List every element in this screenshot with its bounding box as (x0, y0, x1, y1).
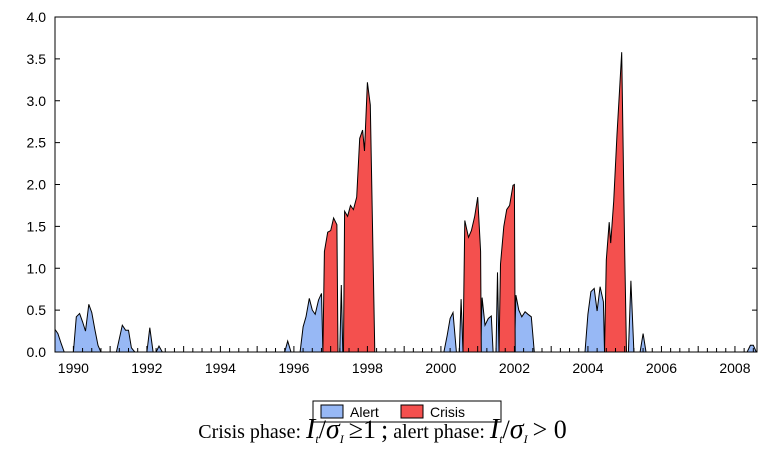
alert-area-5 (284, 341, 291, 352)
alert-outline-4 (155, 345, 163, 353)
caption-crisis-relation: ≥1 (348, 415, 377, 444)
y-tick-label: 3.5 (27, 51, 47, 67)
y-tick-label: 1.0 (27, 260, 47, 276)
crisis-outline-3 (498, 183, 516, 353)
alert-outline-7 (339, 284, 344, 353)
crisis-outline-1 (343, 82, 376, 353)
x-tick-label: 1996 (278, 360, 309, 376)
x-tick-label: 1998 (352, 360, 383, 376)
alert-outline-16 (746, 344, 757, 353)
x-tick-label: 1992 (131, 360, 162, 376)
caption-crisis-sigma: σ (325, 414, 340, 445)
x-tick-label: 1994 (205, 360, 236, 376)
caption-alert-relation: > 0 (532, 415, 567, 444)
alert-outline-1 (72, 304, 102, 353)
y-tick-label: 2.5 (27, 135, 47, 151)
alert-area-8 (443, 312, 457, 352)
legend: Alert Crisis (312, 400, 502, 423)
x-tick-label: 2002 (499, 360, 530, 376)
alert-outline-8 (443, 310, 457, 353)
y-axis: 0.0 0.5 1.0 1.5 2.0 2.5 3.0 3.5 4.0 (27, 9, 757, 360)
plot-area (54, 52, 757, 353)
crisis-area-3 (499, 184, 516, 352)
crisis-outline-0 (322, 216, 339, 353)
legend-swatch-alert (320, 404, 344, 419)
alert-outline-3 (146, 327, 154, 353)
caption-crisis-prefix: Crisis phase: (198, 421, 302, 443)
y-tick-label: 0.0 (27, 344, 47, 360)
legend-swatch-crisis (400, 404, 424, 419)
alert-area-4 (156, 346, 163, 352)
plot-frame (54, 16, 758, 353)
alert-outline-11 (495, 272, 500, 353)
crisis-outline-4 (604, 52, 627, 353)
y-tick-label: 3.0 (27, 93, 47, 109)
alert-area-3 (146, 327, 154, 352)
alert-outline-2 (115, 323, 136, 353)
caption-crisis-i: I (306, 414, 316, 445)
caption-separator: ; (381, 415, 389, 444)
x-tick-label: 2006 (646, 360, 677, 376)
legend-label-alert: Alert (350, 404, 379, 420)
x-axis: 1990 1992 1994 1996 1998 2000 2002 2004 2006 2008 (58, 346, 754, 376)
y-tick-label: 1.5 (27, 218, 47, 234)
crisis-area-0 (322, 218, 338, 352)
crisis-area-2 (463, 197, 482, 352)
caption-alert-t: t (499, 432, 503, 446)
caption-alert-sigma: σ (509, 414, 524, 445)
alert-outline-15 (639, 333, 647, 353)
crisis-area-1 (343, 82, 375, 353)
crisis-area-4 (604, 52, 627, 352)
caption-crisis-sub: I (339, 432, 344, 446)
alert-area-10 (480, 297, 494, 352)
alert-area-6 (300, 293, 323, 352)
x-tick-label: 2000 (425, 360, 456, 376)
caption-alert-i: I (489, 414, 500, 445)
caption-crisis-t: t (315, 432, 319, 446)
y-tick-label: 0.5 (27, 302, 47, 318)
alert-outline-9 (458, 299, 464, 353)
y-tick-label: 2.0 (27, 177, 47, 193)
alert-outline-12 (513, 295, 535, 353)
alert-outline-14 (627, 280, 635, 353)
caption-alert-sub: I (523, 432, 528, 446)
alert-outline-6 (299, 293, 324, 353)
y-tick-label: 4.0 (27, 9, 47, 25)
alert-outline-5 (284, 339, 292, 353)
chart-caption: Crisis phase: It/σI ≥1 ; alert phase: It… (198, 414, 567, 446)
legend-label-crisis: Crisis (430, 404, 465, 420)
x-tick-label: 1990 (58, 360, 89, 376)
x-tick-label: 2004 (572, 360, 603, 376)
alert-outline-13 (584, 286, 605, 353)
caption-alert-prefix: alert phase: (393, 421, 485, 443)
alert-outline-10 (480, 297, 494, 353)
alert-area-15 (640, 333, 646, 352)
alert-area-1 (73, 304, 101, 352)
x-tick-label: 2008 (719, 360, 750, 376)
alert-outline-0 (54, 329, 65, 353)
alert-area-12 (514, 295, 535, 352)
alert-area-14 (628, 280, 634, 352)
crisis-outline-2 (462, 197, 482, 353)
